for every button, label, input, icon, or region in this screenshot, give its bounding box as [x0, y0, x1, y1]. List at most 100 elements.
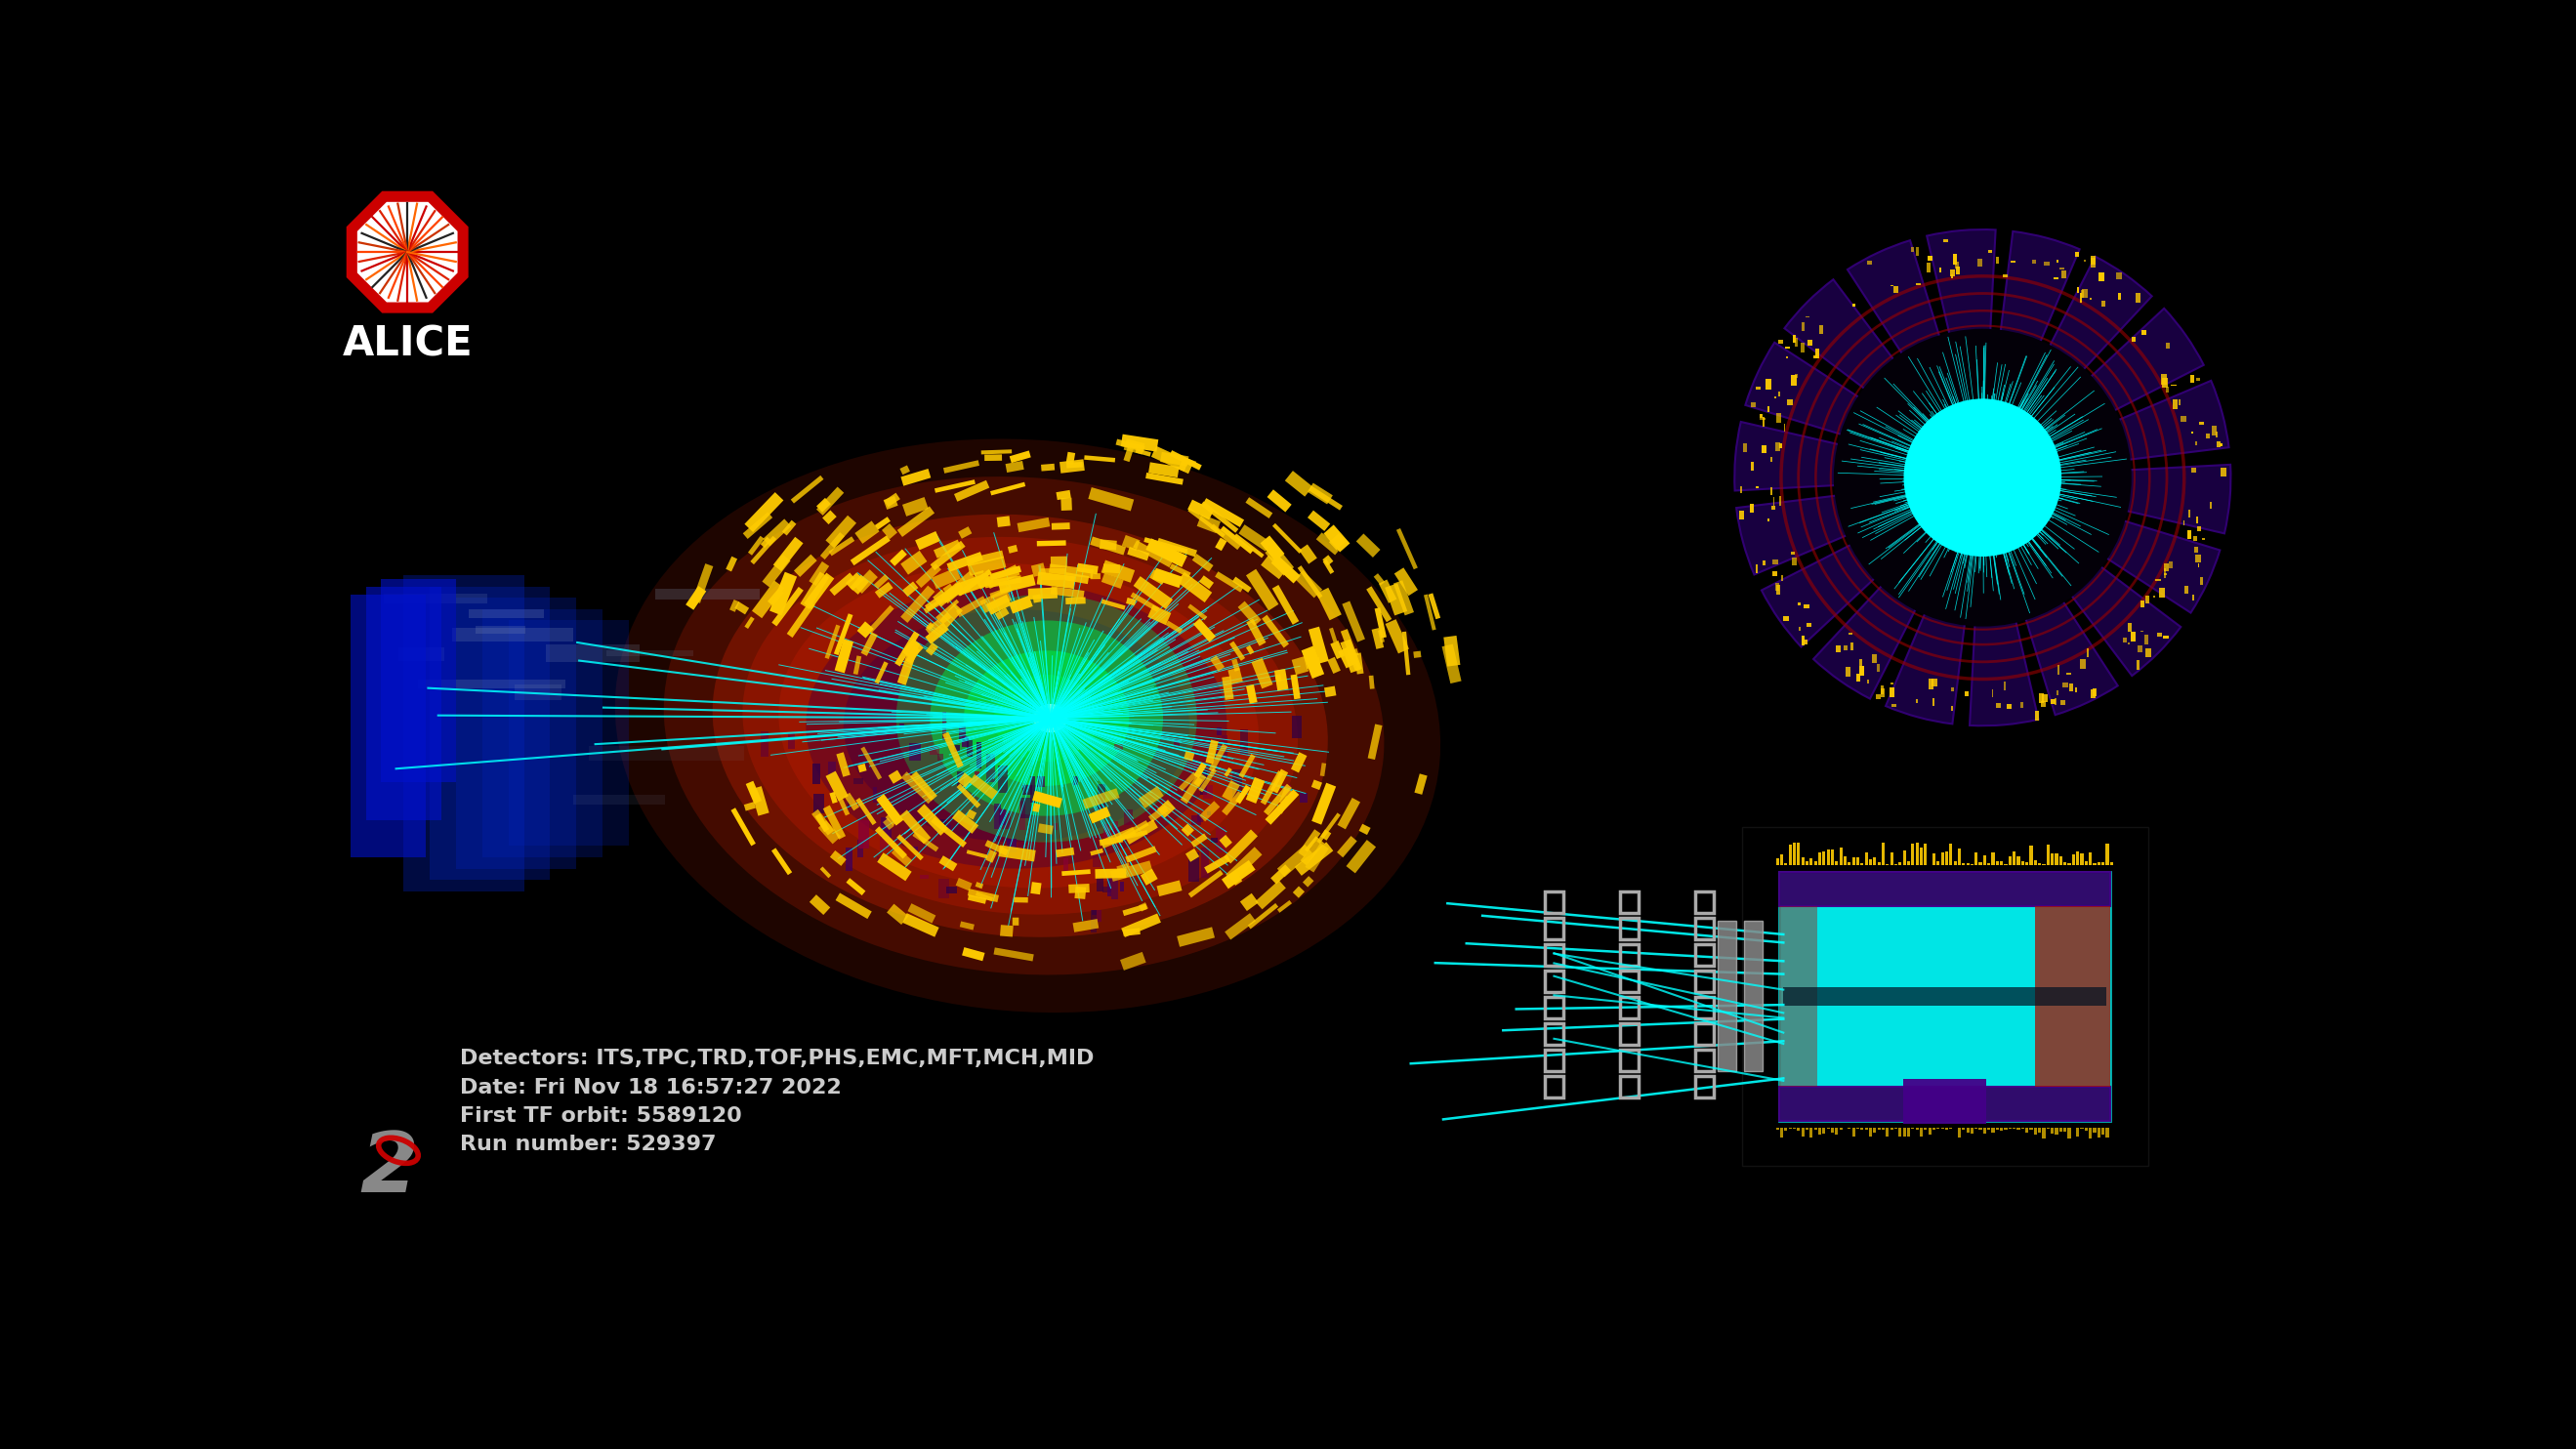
Bar [1033, 594, 1041, 603]
Bar [1996, 256, 1999, 264]
Bar [1798, 1127, 1801, 1130]
Bar [902, 639, 925, 661]
Bar [381, 580, 456, 782]
Bar [773, 536, 804, 571]
Bar [1821, 1127, 1826, 1133]
Bar [1950, 687, 1953, 691]
Bar [1064, 572, 1090, 584]
Bar [1208, 743, 1229, 772]
Bar [1203, 498, 1244, 527]
Bar [2195, 555, 2200, 562]
Bar [1370, 627, 1383, 649]
Bar [1741, 827, 2148, 1165]
Bar [938, 878, 948, 898]
Bar [350, 594, 425, 858]
Bar [1298, 793, 1309, 803]
Bar [938, 753, 943, 761]
Bar [935, 600, 958, 620]
Bar [1175, 454, 1195, 465]
Bar [1185, 848, 1200, 862]
Bar [430, 587, 551, 880]
Wedge shape [1736, 478, 1984, 575]
Bar [1146, 604, 1172, 625]
Bar [956, 784, 981, 809]
Bar [2009, 856, 2012, 865]
Bar [1298, 565, 1321, 598]
Bar [1906, 862, 1909, 865]
Bar [953, 745, 961, 752]
Bar [2092, 258, 2097, 268]
Bar [1100, 598, 1126, 610]
Bar [1061, 497, 1072, 510]
Bar [786, 601, 814, 638]
Bar [1113, 743, 1123, 751]
Bar [976, 742, 981, 768]
Bar [1899, 1127, 1901, 1136]
Bar [811, 764, 822, 784]
Bar [1151, 446, 1193, 474]
Bar [1927, 1127, 1932, 1135]
Bar [1200, 501, 1239, 533]
Bar [850, 575, 868, 594]
Bar [1886, 1127, 1888, 1136]
Bar [1283, 784, 1291, 797]
Bar [819, 532, 845, 559]
Bar [726, 556, 737, 571]
Bar [2035, 1127, 2038, 1135]
Bar [987, 594, 1012, 614]
Bar [1260, 555, 1285, 580]
Ellipse shape [778, 564, 1260, 888]
Bar [1206, 811, 1211, 816]
Bar [1010, 451, 1030, 464]
Bar [1963, 862, 1965, 865]
Bar [734, 601, 750, 614]
Bar [1546, 1023, 1564, 1045]
Bar [1749, 504, 1754, 513]
Ellipse shape [930, 620, 1162, 816]
Bar [884, 496, 899, 510]
Bar [902, 746, 909, 753]
Bar [1754, 387, 1762, 390]
Bar [1834, 861, 1839, 865]
Bar [1198, 768, 1216, 793]
Ellipse shape [842, 609, 1190, 842]
Bar [762, 519, 791, 546]
Bar [1443, 636, 1461, 667]
Bar [1316, 532, 1340, 555]
Bar [1917, 284, 1922, 285]
Bar [1695, 971, 1713, 993]
Bar [768, 588, 783, 606]
Bar [1803, 604, 1808, 607]
Text: 2: 2 [361, 1129, 417, 1210]
Bar [1182, 823, 1195, 836]
Bar [693, 564, 714, 603]
Bar [2130, 632, 2136, 642]
Bar [1850, 633, 1852, 635]
Bar [1110, 875, 1118, 900]
Bar [1203, 855, 1231, 874]
Bar [1888, 687, 1893, 697]
Bar [1255, 880, 1285, 910]
Bar [899, 724, 904, 729]
Bar [940, 584, 963, 603]
Bar [1932, 678, 1937, 687]
Bar [1051, 523, 1069, 530]
Bar [2074, 252, 2079, 256]
Ellipse shape [665, 477, 1383, 975]
Bar [1857, 858, 1860, 865]
Bar [829, 761, 837, 782]
Bar [2056, 1127, 2058, 1135]
Bar [417, 680, 564, 688]
Bar [819, 820, 840, 843]
Bar [1123, 439, 1144, 455]
Bar [1177, 772, 1198, 791]
Bar [1780, 1127, 1783, 1137]
Bar [1762, 445, 1767, 454]
Bar [1146, 472, 1182, 485]
Bar [899, 810, 930, 843]
Bar [1793, 335, 1795, 343]
Bar [1239, 525, 1273, 552]
Bar [827, 771, 848, 801]
Bar [1942, 239, 1947, 242]
Bar [824, 516, 855, 548]
